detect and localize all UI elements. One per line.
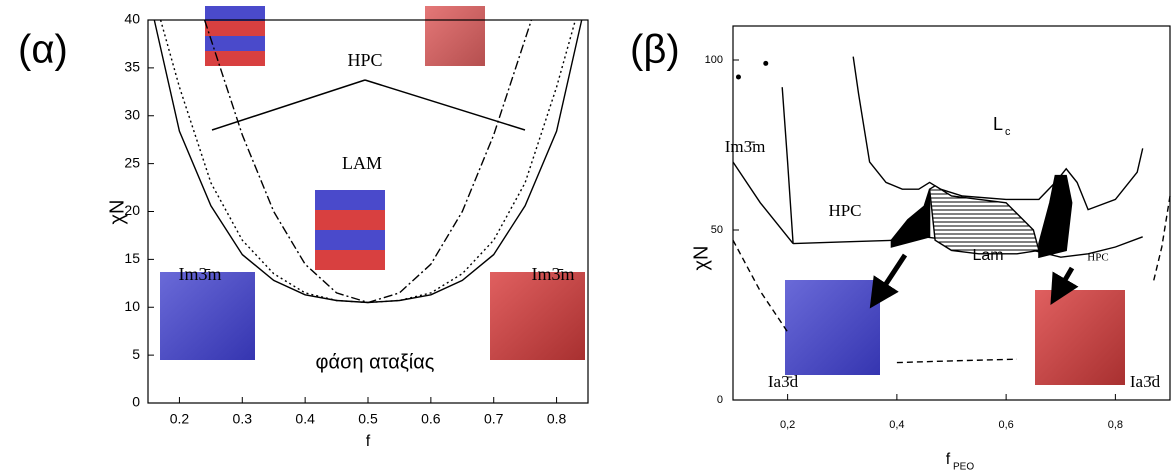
y-tick-label: 0 [132,394,140,410]
x-tick-label: 0.2 [170,411,190,427]
phase-boundary [896,358,1018,364]
phase-boundary [1152,195,1171,282]
y-tick-label: 25 [124,154,140,170]
y-tick-label: 5 [132,346,140,362]
arrow [869,253,908,309]
pointer-line [364,79,526,131]
x-tick-label: 0,4 [889,419,904,431]
x-tick-label: 0.5 [358,411,378,427]
annotation: Ia3̄d [1130,372,1161,391]
phase-boundary [732,239,789,333]
pointer-line [211,79,366,131]
x-tick-label: 0,8 [1108,419,1123,431]
y-tick-label: 0 [717,394,723,406]
panel: (α) χN f 0.2 0.3 0.4 0.5 0.6 0.7 0.8 0 5 10 15 20 25 30 3… [18,11,589,450]
x-tick-label: 0,6 [998,419,1013,431]
data-point [735,74,741,80]
y-tick-label: 40 [124,11,140,27]
x-axis-label-sub: PEO [953,462,974,473]
cube-image [315,190,385,270]
y-tick-label: 20 [124,202,140,218]
x-axis-label: f [366,433,371,450]
panel-label: (β) [630,28,680,72]
y-tick-label: 10 [124,298,140,314]
annotation: Ia3̄d [768,372,799,391]
y-axis-label: χN [106,200,128,225]
phase-boundary [203,19,533,304]
x-tick-label: 0.7 [484,411,504,427]
plot-frame [732,25,1171,401]
y-tick-label: 50 [711,224,723,236]
phase-boundary [852,56,1144,211]
y-tick-label: 35 [124,59,140,75]
annotation: HPC [828,201,861,220]
annotation: HPC [1087,252,1108,264]
annotation: Lam [972,247,1003,264]
x-tick-label: 0,2 [780,419,795,431]
panel-label: (α) [18,28,68,72]
annotation-sub: c [1005,126,1011,138]
phase-region [928,184,1040,255]
annotation: Im3̄m [532,264,575,284]
phase-region [1038,174,1073,259]
cube-image [1035,290,1125,385]
x-axis-label: f [946,451,951,468]
x-tick-label: 0.4 [295,411,315,427]
cube-image [490,272,585,360]
y-tick-label: 100 [705,54,723,66]
annotation: L [993,114,1003,134]
cube-image [425,6,485,66]
annotation: LAM [342,153,382,173]
arrow [1050,266,1079,305]
phase-boundary [732,161,794,245]
y-axis-label: χN [690,246,712,271]
annotation: φάση αταξίας [316,351,435,373]
y-tick-label: 15 [124,250,140,266]
cube-image [160,272,255,360]
y-tick-label: 30 [124,106,140,122]
x-tick-label: 0.3 [233,411,253,427]
panel: (β) χN f PEO 0,2 0,4 0,6 0,8 0 50 100 Im3̄m HPC L c Lam… [630,25,1171,473]
x-tick-label: 0.8 [547,411,567,427]
data-point [763,60,769,66]
cube-image [205,6,265,66]
cube-image [785,280,880,375]
annotation: Im3̄m [179,264,222,284]
x-tick-label: 0.6 [421,411,441,427]
annotation: Im3̄m [725,137,766,156]
annotation: HPC [347,50,382,70]
phase-boundary [781,87,794,244]
phase-region [890,188,931,248]
